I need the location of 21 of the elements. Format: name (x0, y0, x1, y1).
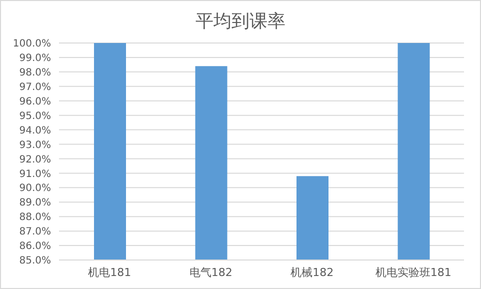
y-tick-label: 94.0% (19, 125, 51, 136)
y-tick-label: 89.0% (19, 198, 51, 209)
y-tick-label: 95.0% (19, 110, 51, 122)
y-tick-label: 91.0% (19, 168, 51, 180)
y-tick-label: 87.0% (19, 226, 51, 238)
y-tick-label: 99.0% (19, 53, 51, 64)
x-tick-label: 电气182 (189, 266, 232, 279)
y-tick-label: 85.0% (19, 256, 51, 267)
y-tick-label: 90.0% (19, 183, 51, 194)
x-tick-label: 机械182 (290, 266, 334, 279)
y-tick-label: 98.0% (19, 67, 51, 78)
y-tick-label: 96.0% (19, 96, 51, 108)
y-tick-label: 93.0% (19, 140, 51, 151)
x-tick-label: 机电实验班181 (375, 266, 452, 279)
y-tick-label: 92.0% (19, 154, 51, 166)
x-tick-label: 机电181 (88, 266, 132, 279)
chart-title: 平均到课率 (194, 10, 286, 34)
y-tick-label: 88.0% (19, 212, 51, 224)
y-tick-label: 86.0% (19, 241, 51, 252)
y-tick-label: 100.0% (12, 38, 51, 50)
y-tick-label: 97.0% (19, 82, 51, 93)
